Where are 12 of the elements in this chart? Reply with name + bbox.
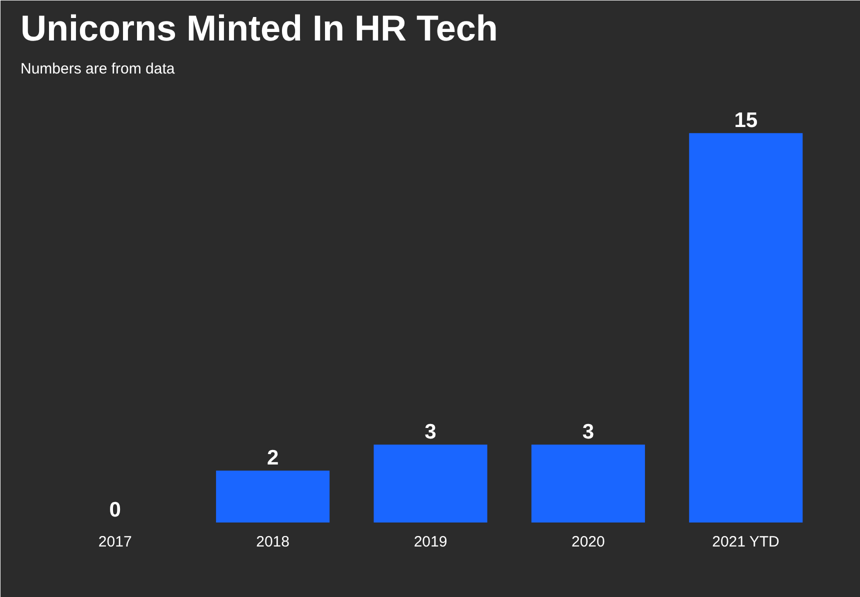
x-tick-label: 2018: [256, 534, 290, 550]
x-tick-label: 2021 YTD: [712, 534, 780, 550]
data-label: 15: [734, 109, 758, 132]
x-tick-label: 2017: [98, 534, 132, 550]
x-tick-label: 2020: [572, 534, 605, 550]
chart-subtitle: Numbers are from data: [20, 60, 176, 78]
data-label: 0: [109, 498, 121, 522]
data-label: 3: [582, 420, 594, 444]
x-tick-label: 2019: [414, 534, 448, 550]
data-label: 3: [424, 420, 436, 444]
data-label: 2: [266, 446, 279, 470]
chart-title: Unicorns Minted In HR Tech: [20, 8, 498, 48]
